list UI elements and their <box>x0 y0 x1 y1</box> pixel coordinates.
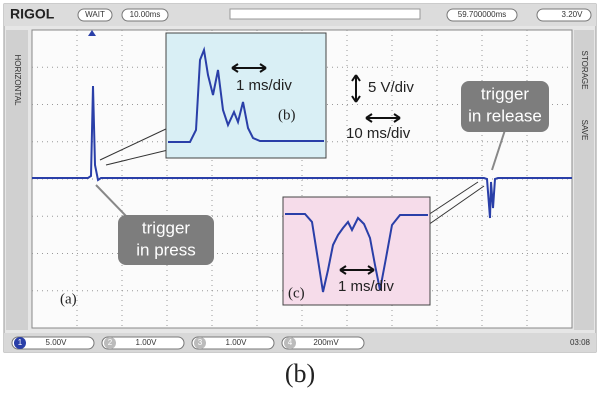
side-right-label: STORAGE <box>580 51 589 90</box>
brand: RIGOL <box>10 6 55 22</box>
channel-id: 4 <box>288 338 293 347</box>
panel-label: (a) <box>60 291 77 307</box>
clock: 03:08 <box>570 338 591 347</box>
inset-b-scale: 1 ms/div <box>236 77 292 94</box>
channel-id: 2 <box>108 338 113 347</box>
memory-bar <box>230 9 420 19</box>
channel-id: 3 <box>198 338 203 347</box>
channel-scale: 200mV <box>313 338 339 347</box>
callout-text: in release <box>468 106 542 125</box>
status: WAIT <box>85 10 105 19</box>
inset-b-label: (b) <box>278 107 296 123</box>
side-right-label: SAVE <box>580 120 589 141</box>
inset-b <box>166 33 326 158</box>
channel-scale: 1.00V <box>226 338 248 347</box>
scale-v: 5 V/div <box>368 79 414 96</box>
side-left-label: HORIZONTAL <box>13 55 22 107</box>
channel-scale: 5.00V <box>46 338 68 347</box>
inset-c-label: (c) <box>288 285 305 301</box>
inset-c-scale: 1 ms/div <box>338 278 394 295</box>
callout-text: trigger <box>142 218 191 237</box>
callout-text: in press <box>136 240 196 259</box>
callout-text: trigger <box>481 84 530 103</box>
timebase: 10.00ms <box>130 10 161 19</box>
caption: (b) <box>285 359 315 388</box>
channel-scale: 1.00V <box>136 338 158 347</box>
scale-t: 10 ms/div <box>346 125 411 142</box>
trigger-level: 3.20V <box>562 10 584 19</box>
channel-id: 1 <box>18 338 23 347</box>
trigger-offset: 59.700000ms <box>458 10 506 19</box>
figure: RIGOL WAIT 10.00ms 59.700000ms 3.20V HOR… <box>0 0 600 396</box>
